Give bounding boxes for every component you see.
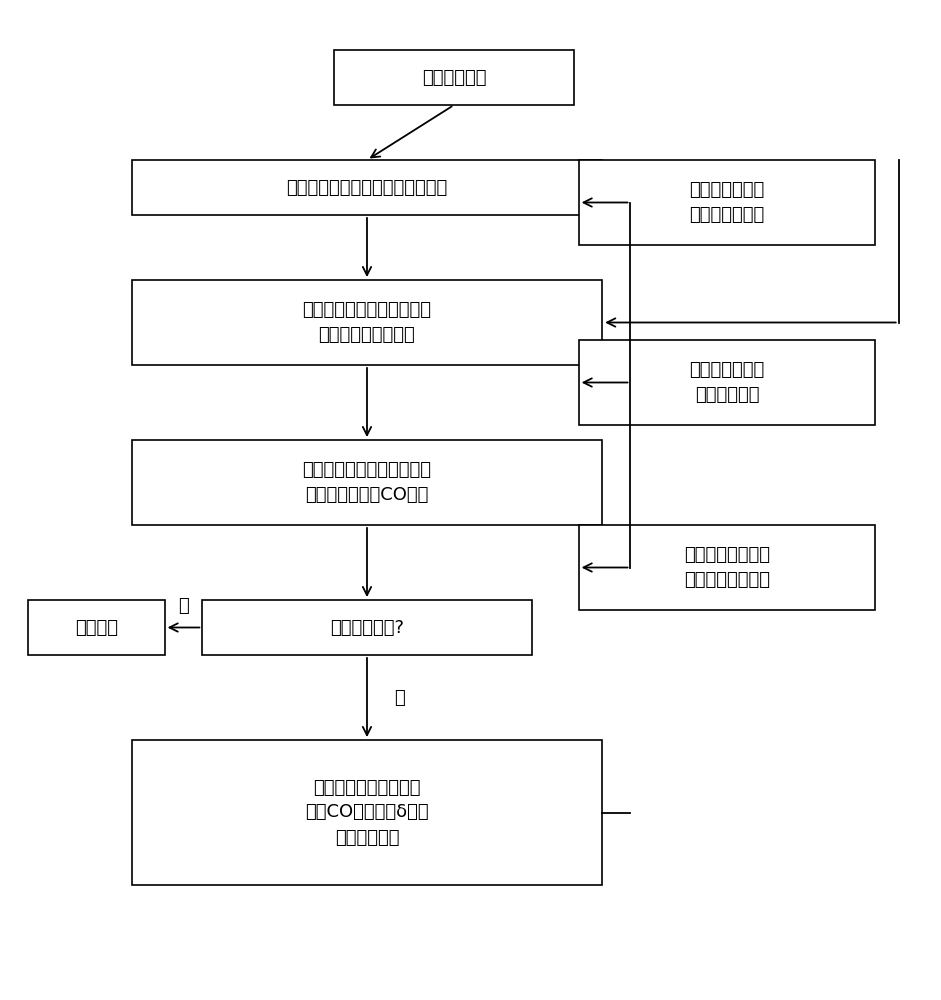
Text: 将当前待烧结混合料通过台
车送入烧结机中烧结: 将当前待烧结混合料通过台 车送入烧结机中烧结 (302, 301, 432, 344)
FancyBboxPatch shape (132, 440, 602, 525)
FancyBboxPatch shape (202, 600, 532, 655)
FancyBboxPatch shape (579, 340, 875, 425)
Text: 否: 否 (394, 688, 406, 706)
FancyBboxPatch shape (132, 160, 602, 215)
Text: 获取当前待烧结混合料的粒径大小: 获取当前待烧结混合料的粒径大小 (286, 178, 448, 196)
Text: 根据粒径大小、水汽浓
度、CO浓度得出δ值，
调整烧结方式: 根据粒径大小、水汽浓 度、CO浓度得出δ值， 调整烧结方式 (305, 778, 429, 846)
Text: 烧结是否完成?: 烧结是否完成? (330, 618, 404, 637)
FancyBboxPatch shape (132, 280, 602, 365)
FancyBboxPatch shape (132, 740, 602, 885)
Text: 实时监测各分区中烧结料面
上的水汽浓度和CO浓度: 实时监测各分区中烧结料面 上的水汽浓度和CO浓度 (302, 461, 432, 504)
FancyBboxPatch shape (579, 525, 875, 610)
Text: 调整采用纯液态燃
料烧结的烧结方式: 调整采用纯液态燃 料烧结的烧结方式 (684, 546, 770, 589)
Text: 调整采用混合烧
结的烧结方式: 调整采用混合烧 结的烧结方式 (690, 361, 764, 404)
Text: 烧结结束: 烧结结束 (75, 618, 118, 637)
FancyBboxPatch shape (579, 160, 875, 245)
Text: 是: 是 (178, 596, 189, 614)
Text: 调整采用纯燃气
烧结的烧结方式: 调整采用纯燃气 烧结的烧结方式 (690, 181, 764, 224)
Text: 系统开始运行: 系统开始运行 (422, 68, 486, 87)
FancyBboxPatch shape (334, 50, 574, 105)
FancyBboxPatch shape (28, 600, 165, 655)
